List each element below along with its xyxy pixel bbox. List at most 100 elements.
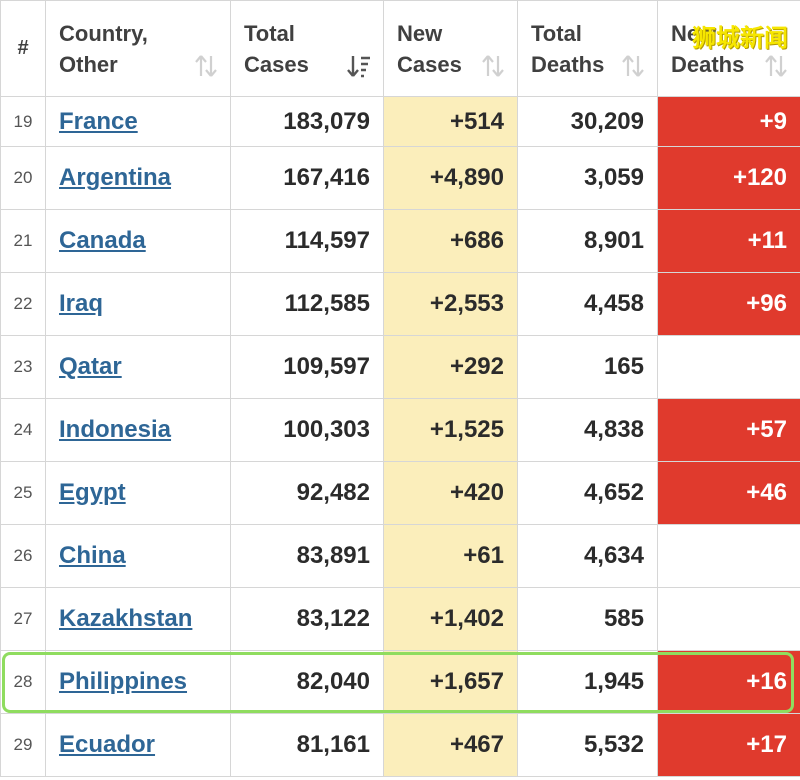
sort-icon[interactable] (764, 53, 788, 79)
total-deaths-cell: 165 (517, 335, 658, 399)
rank-cell: 21 (0, 209, 46, 273)
new-cases-cell: +61 (383, 524, 518, 588)
rank-cell: 22 (0, 272, 46, 336)
country-link[interactable]: Indonesia (59, 416, 172, 443)
header-new-deaths[interactable]: New Deaths (657, 0, 800, 97)
table-body: 19 France 183,079 +514 30,209 +9 20 Argentina 16… (0, 96, 800, 777)
country-cell[interactable]: France (45, 96, 231, 147)
table-row: 21 Canada 114,597 +686 8,901 +11 (0, 209, 800, 273)
country-link[interactable]: Iraq (59, 290, 104, 317)
new-deaths-cell (657, 335, 800, 399)
rank-cell: 29 (0, 713, 46, 777)
total-deaths-cell: 585 (517, 587, 658, 651)
new-cases-cell: +1,657 (383, 650, 518, 714)
total-deaths-cell: 5,532 (517, 713, 658, 777)
total-deaths-cell: 4,458 (517, 272, 658, 336)
country-cell[interactable]: Ecuador (45, 713, 231, 777)
new-deaths-cell (657, 587, 800, 651)
new-deaths-cell: +16 (657, 650, 800, 714)
header-country-line1: Country, (59, 20, 148, 46)
country-cell[interactable]: Indonesia (45, 398, 231, 462)
total-cases-cell: 112,585 (230, 272, 384, 336)
table-row: 29 Ecuador 81,161 +467 5,532 +17 (0, 713, 800, 777)
total-cases-cell: 183,079 (230, 96, 384, 147)
country-link[interactable]: Canada (59, 227, 146, 254)
country-cell[interactable]: Argentina (45, 146, 231, 210)
country-link[interactable]: Philippines (59, 668, 188, 695)
country-link[interactable]: Egypt (59, 479, 126, 506)
new-deaths-cell: +11 (657, 209, 800, 273)
new-deaths-cell: +46 (657, 461, 800, 525)
total-deaths-cell: 4,634 (517, 524, 658, 588)
country-link[interactable]: France (59, 107, 138, 135)
country-link[interactable]: Qatar (59, 353, 122, 380)
total-cases-cell: 82,040 (230, 650, 384, 714)
new-cases-cell: +420 (383, 461, 518, 525)
country-link[interactable]: China (59, 542, 126, 569)
header-new-cases-label: New Cases (397, 18, 507, 80)
rank-cell: 20 (0, 146, 46, 210)
total-deaths-cell: 30,209 (517, 96, 658, 147)
country-cell[interactable]: Kazakhstan (45, 587, 231, 651)
table-row: 20 Argentina 167,416 +4,890 3,059 +120 (0, 146, 800, 210)
country-cell[interactable]: Iraq (45, 272, 231, 336)
country-link[interactable]: Ecuador (59, 731, 156, 758)
table-row: 27 Kazakhstan 83,122 +1,402 585 (0, 587, 800, 651)
total-deaths-cell: 4,652 (517, 461, 658, 525)
table-row: 24 Indonesia 100,303 +1,525 4,838 +57 (0, 398, 800, 462)
new-deaths-cell: +9 (657, 96, 800, 147)
new-deaths-cell: +57 (657, 398, 800, 462)
header-new-deaths-line1: New (671, 20, 717, 46)
header-total-cases-line2: Cases (244, 51, 309, 77)
country-cell[interactable]: Egypt (45, 461, 231, 525)
rank-cell: 26 (0, 524, 46, 588)
rank-cell: 24 (0, 398, 46, 462)
total-cases-cell: 83,122 (230, 587, 384, 651)
header-country-label: Country, Other (59, 18, 169, 80)
header-new-cases-line1: New (397, 20, 443, 46)
total-cases-cell: 92,482 (230, 461, 384, 525)
table-row: 28 Philippines 82,040 +1,657 1,945 +16 (0, 650, 800, 714)
header-total-deaths[interactable]: Total Deaths (517, 0, 658, 97)
total-cases-cell: 109,597 (230, 335, 384, 399)
new-deaths-cell: +17 (657, 713, 800, 777)
header-new-deaths-line2: Deaths (671, 51, 745, 77)
header-rank[interactable]: # (0, 0, 46, 97)
sort-icon[interactable] (194, 53, 218, 79)
rank-cell: 19 (0, 96, 46, 147)
new-deaths-cell: +96 (657, 272, 800, 336)
header-country-line2: Other (59, 51, 118, 77)
table-row: 23 Qatar 109,597 +292 165 (0, 335, 800, 399)
total-deaths-cell: 1,945 (517, 650, 658, 714)
new-cases-cell: +1,525 (383, 398, 518, 462)
new-cases-cell: +4,890 (383, 146, 518, 210)
sort-desc-icon[interactable] (347, 53, 371, 79)
new-cases-cell: +514 (383, 96, 518, 147)
rank-cell: 23 (0, 335, 46, 399)
header-new-cases[interactable]: New Cases (383, 0, 518, 97)
country-cell[interactable]: Canada (45, 209, 231, 273)
new-cases-cell: +1,402 (383, 587, 518, 651)
new-cases-cell: +2,553 (383, 272, 518, 336)
table-row: 25 Egypt 92,482 +420 4,652 +46 (0, 461, 800, 525)
header-total-deaths-line1: Total (531, 20, 582, 46)
total-cases-cell: 100,303 (230, 398, 384, 462)
header-total-cases-label: Total Cases (244, 18, 354, 80)
sort-icon[interactable] (621, 53, 645, 79)
total-deaths-cell: 8,901 (517, 209, 658, 273)
table-row: 26 China 83,891 +61 4,634 (0, 524, 800, 588)
new-cases-cell: +292 (383, 335, 518, 399)
sort-icon[interactable] (481, 53, 505, 79)
header-total-deaths-label: Total Deaths (531, 18, 641, 80)
header-total-cases[interactable]: Total Cases (230, 0, 384, 97)
country-cell[interactable]: Qatar (45, 335, 231, 399)
country-cell[interactable]: China (45, 524, 231, 588)
rank-cell: 28 (0, 650, 46, 714)
new-cases-cell: +467 (383, 713, 518, 777)
header-total-cases-line1: Total (244, 20, 295, 46)
table-header: # Country, Other Total Cases (0, 0, 800, 97)
country-link[interactable]: Argentina (59, 164, 172, 191)
header-country[interactable]: Country, Other (45, 0, 231, 97)
country-link[interactable]: Kazakhstan (59, 605, 193, 632)
country-cell[interactable]: Philippines (45, 650, 231, 714)
